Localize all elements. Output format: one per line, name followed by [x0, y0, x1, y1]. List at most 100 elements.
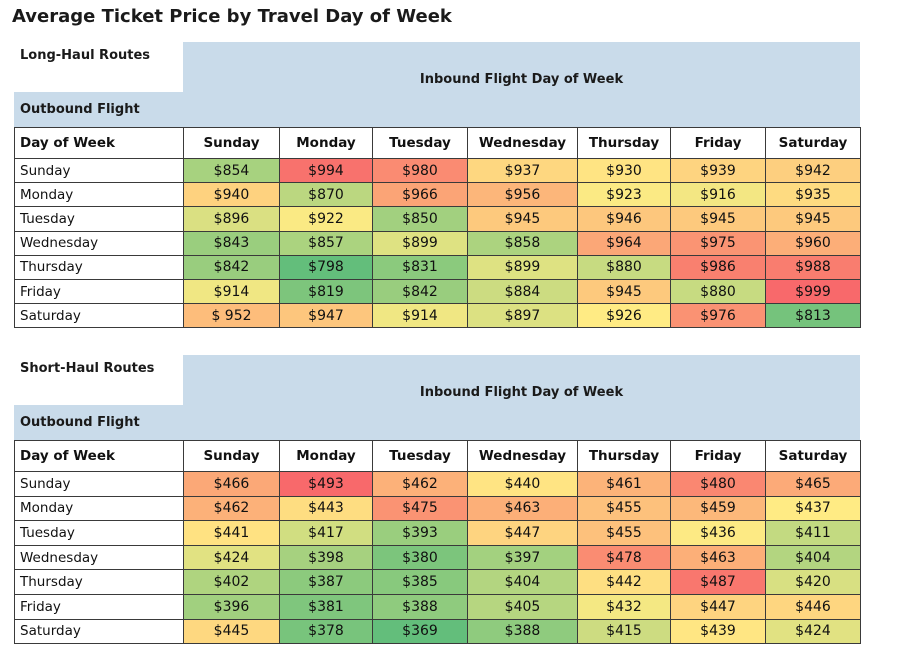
price-cell: $465 — [765, 471, 861, 497]
price-cell: $858 — [467, 230, 578, 256]
price-cell: $459 — [670, 495, 766, 522]
row-group: Outbound Flight — [20, 101, 140, 117]
price-cell: $945 — [577, 279, 671, 305]
row-header: Tuesday — [14, 520, 184, 546]
price-cell: $926 — [577, 303, 671, 329]
corner-header: Day of Week — [14, 127, 184, 159]
price-cell: $445 — [183, 618, 280, 645]
column-header: Friday — [670, 440, 766, 472]
price-cell: $ 952 — [183, 303, 280, 329]
price-cell: $424 — [183, 544, 280, 571]
price-cell: $411 — [765, 520, 861, 546]
column-header: Thursday — [577, 127, 671, 159]
price-cell: $441 — [183, 520, 280, 546]
price-cell: $813 — [765, 303, 861, 329]
row-header: Tuesday — [14, 206, 184, 232]
price-cell: $369 — [372, 618, 468, 645]
price-cell: $393 — [372, 520, 468, 546]
row-header: Wednesday — [14, 544, 184, 571]
price-cell: $831 — [372, 254, 468, 280]
price-cell: $854 — [183, 158, 280, 184]
price-cell: $946 — [577, 206, 671, 232]
price-cell: $870 — [279, 182, 373, 208]
price-cell: $935 — [765, 182, 861, 208]
price-cell: $493 — [279, 471, 373, 497]
row-group-band — [14, 405, 184, 440]
price-cell: $443 — [279, 495, 373, 522]
price-cell: $437 — [765, 495, 861, 522]
row-header: Saturday — [14, 618, 184, 645]
price-cell: $385 — [372, 569, 468, 595]
price-cell: $436 — [670, 520, 766, 546]
price-cell: $884 — [467, 279, 578, 305]
price-cell: $388 — [467, 618, 578, 645]
price-cell: $388 — [372, 594, 468, 620]
price-cell: $945 — [765, 206, 861, 232]
column-group: Inbound Flight Day of Week — [419, 384, 624, 400]
price-cell: $478 — [577, 544, 671, 571]
price-cell: $899 — [372, 230, 468, 256]
table-name: Short-Haul Routes — [20, 360, 155, 376]
price-cell: $381 — [279, 594, 373, 620]
row-header: Monday — [14, 182, 184, 208]
price-cell: $842 — [372, 279, 468, 305]
column-header: Tuesday — [372, 440, 468, 472]
column-header: Friday — [670, 127, 766, 159]
column-header: Sunday — [183, 440, 280, 472]
row-header: Wednesday — [14, 230, 184, 256]
price-cell: $914 — [183, 279, 280, 305]
price-cell: $945 — [467, 206, 578, 232]
price-cell: $880 — [577, 254, 671, 280]
price-cell: $940 — [183, 182, 280, 208]
price-cell: $916 — [670, 182, 766, 208]
header-band — [183, 355, 860, 440]
price-cell: $462 — [372, 471, 468, 497]
column-header: Monday — [279, 127, 373, 159]
price-cell: $487 — [670, 569, 766, 595]
price-cell: $378 — [279, 618, 373, 645]
price-cell: $424 — [765, 618, 861, 645]
price-cell: $463 — [467, 495, 578, 522]
price-cell: $939 — [670, 158, 766, 184]
price-cell: $945 — [670, 206, 766, 232]
row-header: Monday — [14, 495, 184, 522]
row-header: Friday — [14, 594, 184, 620]
price-cell: $980 — [372, 158, 468, 184]
price-cell: $819 — [279, 279, 373, 305]
price-cell: $439 — [670, 618, 766, 645]
price-cell: $850 — [372, 206, 468, 232]
price-cell: $463 — [670, 544, 766, 571]
price-cell: $417 — [279, 520, 373, 546]
price-cell: $976 — [670, 303, 766, 329]
table-name: Long-Haul Routes — [20, 47, 151, 63]
price-cell: $994 — [279, 158, 373, 184]
price-cell: $455 — [577, 520, 671, 546]
price-cell: $947 — [279, 303, 373, 329]
column-header: Wednesday — [467, 440, 578, 472]
price-cell: $455 — [577, 495, 671, 522]
column-header: Tuesday — [372, 127, 468, 159]
price-cell: $396 — [183, 594, 280, 620]
price-cell: $975 — [670, 230, 766, 256]
row-header: Thursday — [14, 569, 184, 595]
price-cell: $942 — [765, 158, 861, 184]
price-cell: $398 — [279, 544, 373, 571]
column-header: Monday — [279, 440, 373, 472]
column-group: Inbound Flight Day of Week — [419, 71, 624, 87]
price-cell: $405 — [467, 594, 578, 620]
price-cell: $923 — [577, 182, 671, 208]
price-cell: $415 — [577, 618, 671, 645]
row-group-band — [14, 92, 184, 127]
price-cell: $402 — [183, 569, 280, 595]
price-cell: $397 — [467, 544, 578, 571]
column-header: Sunday — [183, 127, 280, 159]
price-cell: $937 — [467, 158, 578, 184]
price-cell: $880 — [670, 279, 766, 305]
price-cell: $380 — [372, 544, 468, 571]
column-header: Saturday — [765, 440, 861, 472]
price-cell: $897 — [467, 303, 578, 329]
price-cell: $461 — [577, 471, 671, 497]
price-cell: $922 — [279, 206, 373, 232]
price-cell: $442 — [577, 569, 671, 595]
